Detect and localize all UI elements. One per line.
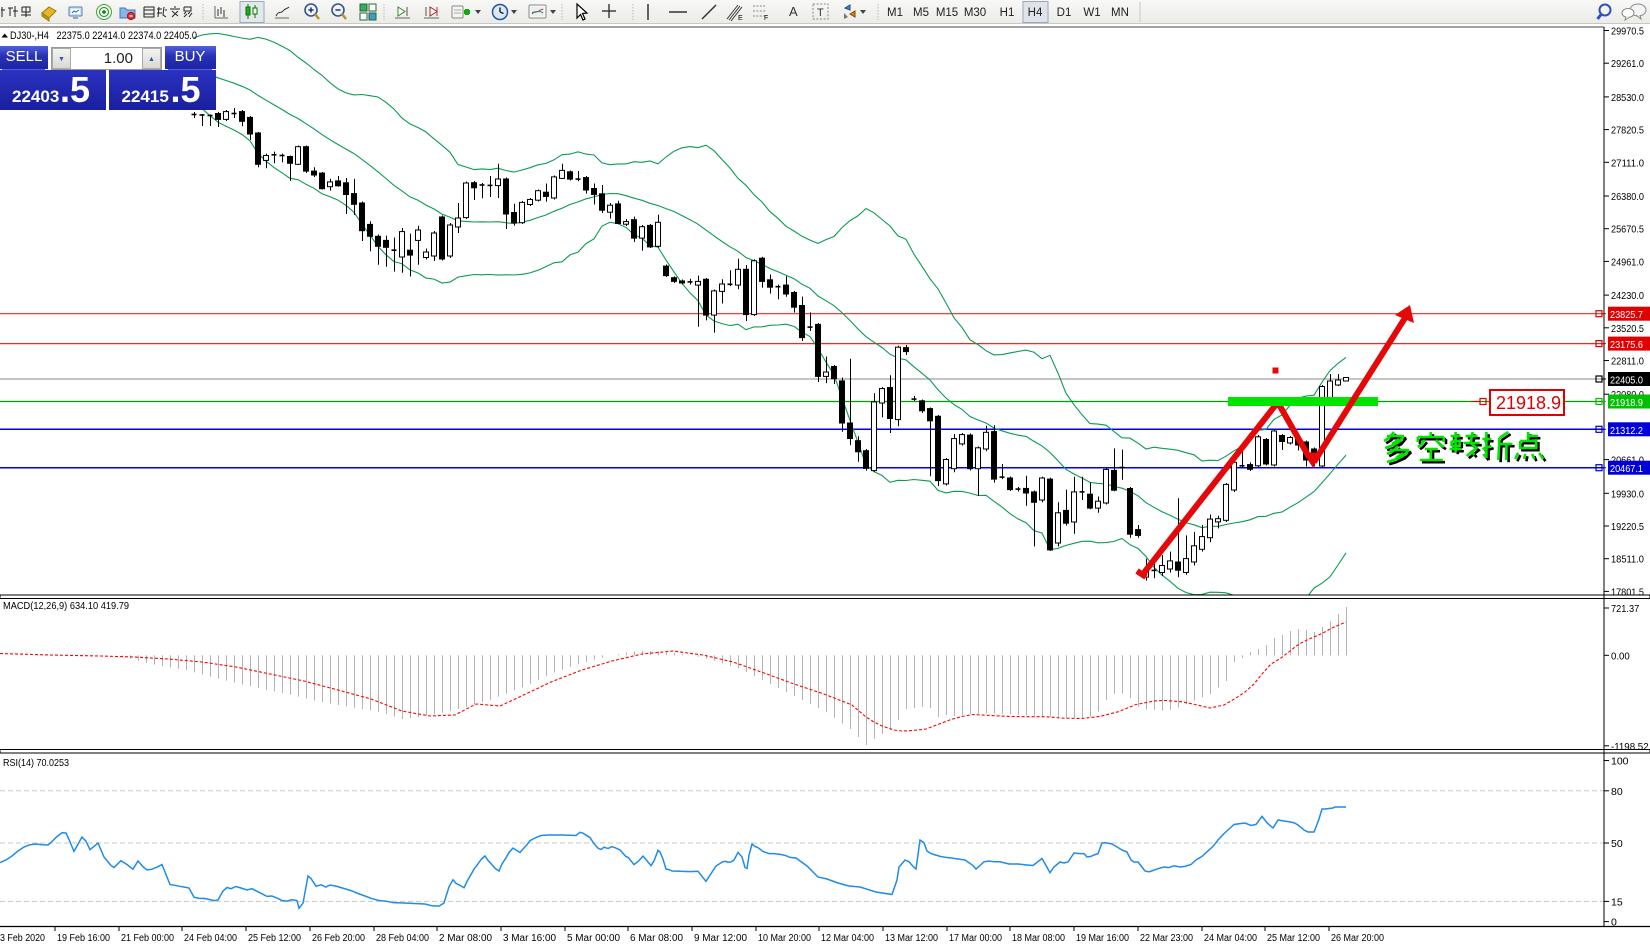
svg-text:29970.5: 29970.5 xyxy=(1611,26,1644,38)
svg-text:100: 100 xyxy=(1611,756,1629,768)
svg-text:5 Mar 00:00: 5 Mar 00:00 xyxy=(567,933,620,944)
svg-text:19930.0: 19930.0 xyxy=(1611,488,1644,500)
svg-text:21918.9: 21918.9 xyxy=(1610,397,1643,409)
svg-text:H1: H1 xyxy=(1000,7,1015,19)
svg-text:721.37: 721.37 xyxy=(1611,603,1639,615)
svg-text:DJ30-,H4 22375.0 22414.0 223: DJ30-,H4 22375.0 22414.0 22374.0 22405.0 xyxy=(10,30,197,42)
svg-text:28530.0: 28530.0 xyxy=(1611,92,1644,104)
svg-text:A: A xyxy=(789,4,798,19)
svg-text:21918.9: 21918.9 xyxy=(1496,393,1561,413)
svg-text:26 Feb 20:00: 26 Feb 20:00 xyxy=(312,933,365,944)
svg-text:W1: W1 xyxy=(1083,7,1100,19)
svg-text:19220.5: 19220.5 xyxy=(1611,521,1644,533)
svg-text:17801.5: 17801.5 xyxy=(1611,586,1644,598)
svg-text:22 Mar 23:00: 22 Mar 23:00 xyxy=(1140,933,1193,944)
svg-text:13 Mar 12:00: 13 Mar 12:00 xyxy=(885,933,938,944)
svg-text:M1: M1 xyxy=(887,7,903,19)
svg-text:23175.6: 23175.6 xyxy=(1610,339,1643,351)
svg-text:15: 15 xyxy=(1611,896,1623,908)
svg-text:T: T xyxy=(817,7,824,19)
svg-text:-1198.52: -1198.52 xyxy=(1611,741,1649,753)
svg-text:28 Feb 04:00: 28 Feb 04:00 xyxy=(376,933,429,944)
svg-text:27111.0: 27111.0 xyxy=(1611,157,1644,169)
svg-text:23825.7: 23825.7 xyxy=(1610,309,1643,321)
svg-text:25 Feb 12:00: 25 Feb 12:00 xyxy=(248,933,301,944)
svg-text:24230.0: 24230.0 xyxy=(1611,290,1644,302)
svg-text:3 Feb 2020: 3 Feb 2020 xyxy=(0,933,45,944)
svg-text:F: F xyxy=(764,15,768,22)
svg-text:E: E xyxy=(738,15,743,22)
svg-text:18 Mar 08:00: 18 Mar 08:00 xyxy=(1012,933,1065,944)
svg-text:22405.0: 22405.0 xyxy=(1610,375,1643,387)
svg-text:H4: H4 xyxy=(1028,7,1043,19)
svg-text:MN: MN xyxy=(1111,7,1129,19)
svg-text:MACD(12,26,9) 634.10 419.79: MACD(12,26,9) 634.10 419.79 xyxy=(3,600,129,612)
svg-text:27820.5: 27820.5 xyxy=(1611,125,1644,137)
svg-text:21312.2: 21312.2 xyxy=(1610,425,1643,437)
svg-text:18511.0: 18511.0 xyxy=(1611,554,1644,566)
svg-text:19 Mar 16:00: 19 Mar 16:00 xyxy=(1076,933,1129,944)
svg-text:M15: M15 xyxy=(936,7,958,19)
svg-text:2 Mar 08:00: 2 Mar 08:00 xyxy=(439,933,492,944)
svg-text:25670.5: 25670.5 xyxy=(1611,224,1644,236)
svg-text:D1: D1 xyxy=(1057,7,1072,19)
svg-text:26 Mar 20:00: 26 Mar 20:00 xyxy=(1331,933,1384,944)
svg-text:20467.1: 20467.1 xyxy=(1610,463,1643,475)
svg-text:24 Feb 04:00: 24 Feb 04:00 xyxy=(184,933,237,944)
svg-text:M5: M5 xyxy=(913,7,929,19)
svg-text:12 Mar 04:00: 12 Mar 04:00 xyxy=(821,933,874,944)
svg-text:10 Mar 20:00: 10 Mar 20:00 xyxy=(758,933,811,944)
svg-text:50: 50 xyxy=(1611,838,1623,850)
svg-text:0: 0 xyxy=(1611,917,1617,929)
svg-text:26380.0: 26380.0 xyxy=(1611,191,1644,203)
svg-text:19 Feb 16:00: 19 Feb 16:00 xyxy=(57,933,110,944)
svg-text:9 Mar 12:00: 9 Mar 12:00 xyxy=(694,933,747,944)
svg-text:24961.0: 24961.0 xyxy=(1611,256,1644,268)
svg-text:3 Mar 16:00: 3 Mar 16:00 xyxy=(503,933,556,944)
svg-text:24 Mar 04:00: 24 Mar 04:00 xyxy=(1204,933,1257,944)
svg-text:22811.0: 22811.0 xyxy=(1611,356,1644,368)
svg-text:RSI(14) 70.0253: RSI(14) 70.0253 xyxy=(3,757,69,769)
svg-text:17 Mar 00:00: 17 Mar 00:00 xyxy=(949,933,1002,944)
svg-text:6 Mar 08:00: 6 Mar 08:00 xyxy=(630,933,683,944)
svg-text:29261.0: 29261.0 xyxy=(1611,58,1644,70)
svg-text:0.00: 0.00 xyxy=(1611,650,1630,662)
svg-text:21 Feb 00:00: 21 Feb 00:00 xyxy=(121,933,174,944)
svg-text:23520.5: 23520.5 xyxy=(1611,323,1644,335)
svg-text:25 Mar 12:00: 25 Mar 12:00 xyxy=(1267,933,1320,944)
svg-text:80: 80 xyxy=(1611,786,1623,798)
svg-text:M30: M30 xyxy=(964,7,986,19)
